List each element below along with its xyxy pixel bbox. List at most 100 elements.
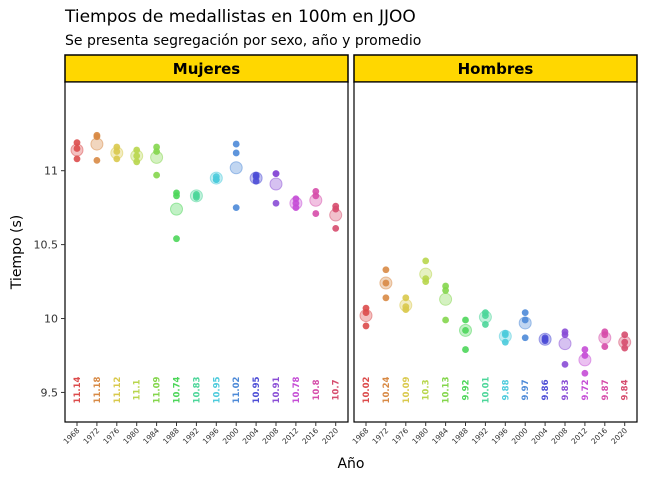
- medal-point: [462, 316, 469, 324]
- medal-point: [482, 321, 489, 328]
- medal-point: [93, 131, 101, 139]
- plot-area: [353, 81, 638, 423]
- medal-point: [561, 328, 569, 336]
- mean-label: 9.86: [541, 379, 551, 400]
- mean-label: 11.02: [232, 376, 242, 403]
- x-tick-label: 2012: [280, 426, 300, 446]
- x-tick-label: 1996: [490, 426, 510, 446]
- medal-point: [501, 338, 509, 346]
- medal-point: [581, 352, 589, 359]
- mean-label: 11.18: [93, 376, 103, 403]
- medal-point: [133, 152, 141, 160]
- medal-point: [153, 171, 161, 179]
- mean-label: 10.24: [382, 376, 392, 403]
- mean-label: 10.95: [212, 376, 222, 403]
- medal-point: [621, 338, 629, 346]
- y-tick-label: 9.5: [41, 386, 59, 399]
- medal-point: [292, 195, 300, 203]
- mean-label: 10.09: [402, 376, 412, 403]
- mean-label: 9.72: [581, 379, 591, 400]
- mean-label: 10.3: [422, 379, 432, 400]
- medal-point: [462, 326, 469, 334]
- medal-point: [422, 275, 430, 283]
- medal-point: [73, 139, 81, 147]
- medal-point: [541, 334, 549, 342]
- mean-point: [170, 202, 183, 216]
- medal-point: [621, 331, 629, 339]
- medal-point: [332, 224, 340, 232]
- y-axis-title: Tiempo (s): [9, 215, 25, 290]
- y-tick-label: 10.5: [34, 239, 59, 252]
- facet-strip-label: Hombres: [458, 60, 534, 78]
- facet-strip: [353, 54, 638, 83]
- mean-point: [439, 292, 453, 306]
- x-tick-label: 1980: [121, 426, 141, 446]
- x-tick-label: 2004: [530, 426, 550, 446]
- medal-point: [462, 346, 469, 353]
- x-tick-label: 2000: [221, 426, 241, 446]
- x-tick-label: 1996: [201, 426, 221, 446]
- medal-point: [601, 328, 609, 336]
- x-tick-label: 1968: [62, 426, 82, 446]
- medal-point: [482, 309, 489, 317]
- facet-strip: [64, 54, 349, 83]
- y-tick-label: 10: [44, 313, 58, 326]
- medal-point: [501, 329, 509, 337]
- x-tick-label: 1992: [181, 426, 201, 446]
- y-tick-label: 11: [44, 165, 58, 178]
- x-tick-label: 2008: [261, 426, 281, 446]
- mean-label: 9.97: [521, 379, 531, 400]
- medal-point: [382, 294, 390, 302]
- medal-point: [173, 189, 180, 197]
- mean-label: 10.02: [362, 376, 372, 403]
- x-tick-label: 2004: [241, 426, 261, 446]
- x-tick-label: 2012: [569, 426, 589, 446]
- x-tick-label: 1992: [470, 426, 490, 446]
- mean-point: [558, 337, 572, 351]
- x-tick-label: 1984: [141, 426, 161, 446]
- medal-point: [312, 210, 320, 217]
- mean-label: 10.13: [442, 376, 452, 403]
- mean-label: 9.87: [601, 379, 611, 400]
- mean-label: 10.8: [312, 379, 322, 400]
- chart-subtitle: Se presenta segregación por sexo, año y …: [65, 33, 422, 49]
- x-tick-label: 2016: [589, 426, 609, 446]
- medal-point: [402, 303, 410, 311]
- medal-point: [601, 343, 609, 351]
- medal-point: [252, 171, 260, 179]
- x-tick-label: 1984: [430, 426, 450, 446]
- mean-label: 10.01: [481, 376, 491, 403]
- medal-point: [382, 279, 390, 287]
- medal-point: [153, 143, 161, 151]
- mean-label: 9.83: [561, 379, 571, 400]
- plot-area: [64, 81, 349, 423]
- medal-point: [312, 187, 320, 195]
- x-tick-label: 1968: [351, 426, 371, 446]
- medal-point: [73, 145, 81, 152]
- x-tick-label: 2016: [300, 426, 320, 446]
- mean-label: 11.09: [153, 376, 163, 403]
- mean-label: 10.83: [192, 376, 202, 403]
- medal-point: [422, 257, 430, 265]
- mean-label: 10.74: [173, 376, 183, 403]
- medal-point: [581, 346, 589, 353]
- mean-label: 10.91: [272, 376, 282, 403]
- medal-point: [362, 304, 370, 312]
- facet-strip-label: Mujeres: [173, 60, 240, 78]
- medal-point: [272, 170, 280, 178]
- mean-label: 10.95: [252, 376, 262, 403]
- mean-label: 10.7: [332, 379, 342, 400]
- x-tick-label: 1988: [161, 426, 181, 446]
- x-tick-label: 2020: [609, 426, 629, 446]
- mean-label: 9.84: [621, 379, 631, 400]
- x-tick-label: 2008: [550, 426, 570, 446]
- medal-point: [232, 204, 240, 212]
- medal-point: [73, 155, 81, 163]
- chart-title: Tiempos de medallistas en 100m en JJOO: [65, 7, 416, 27]
- medal-point: [561, 360, 569, 368]
- mean-label: 9.88: [501, 379, 511, 400]
- medal-point: [113, 155, 121, 163]
- x-tick-label: 1980: [410, 426, 430, 446]
- x-tick-label: 1976: [101, 426, 121, 446]
